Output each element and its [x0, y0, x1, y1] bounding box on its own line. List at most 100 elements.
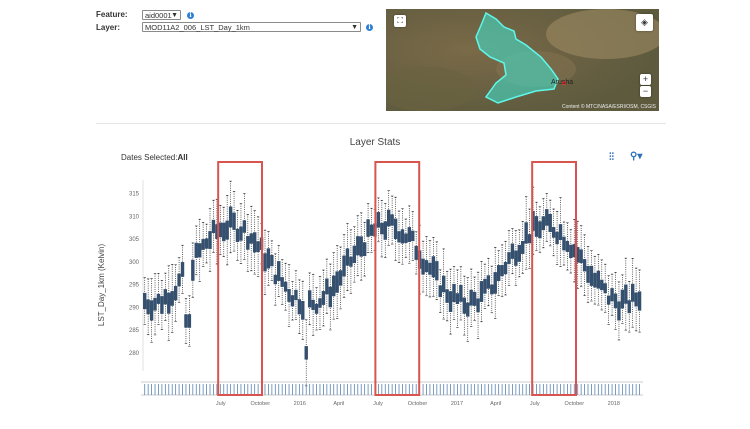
feature-select-value: aid0001	[145, 11, 172, 20]
box-mark	[380, 222, 384, 235]
box-mark	[239, 226, 243, 241]
box-mark	[321, 291, 326, 305]
y-tick-label: 285	[129, 328, 140, 334]
highlight-rect	[531, 161, 577, 396]
box-mark	[479, 281, 484, 302]
box-mark	[610, 288, 614, 302]
box-mark	[170, 291, 174, 306]
box-mark	[287, 289, 291, 302]
box-mark	[338, 270, 343, 286]
zoom-menu-icon[interactable]: ⚲▾	[630, 151, 643, 162]
box-mark	[483, 278, 487, 294]
feature-select[interactable]: aid0001 ▼	[142, 10, 181, 20]
feature-info-icon[interactable]: i	[187, 12, 194, 19]
box-mark	[603, 283, 607, 294]
box-mark	[383, 221, 387, 240]
box-mark	[593, 272, 597, 288]
box-mark	[630, 283, 635, 302]
box-mark	[283, 281, 288, 292]
box-mark	[596, 270, 601, 289]
box-mark	[534, 216, 539, 237]
box-series	[143, 180, 642, 387]
layers-icon[interactable]: ◈	[636, 14, 653, 31]
map-imagery	[386, 9, 659, 111]
box-mark	[421, 258, 425, 275]
box-mark	[180, 262, 185, 277]
box-mark	[204, 238, 209, 249]
box-mark	[606, 295, 611, 305]
box-mark	[565, 240, 570, 252]
y-tick-label: 295	[129, 283, 140, 289]
layer-select[interactable]: MOD11A2_006_LST_Day_1km ▼	[142, 22, 361, 32]
chevron-down-icon: ▼	[351, 24, 358, 31]
box-mark	[634, 292, 638, 307]
box-mark	[369, 224, 374, 236]
box-mark	[438, 285, 442, 298]
box-mark	[555, 231, 559, 245]
layer-info-icon[interactable]: i	[366, 24, 373, 31]
box-mark	[208, 231, 212, 249]
adjust-sliders-icon[interactable]: ⫶⫶	[609, 152, 614, 163]
box-mark	[228, 206, 233, 228]
box-mark	[613, 293, 618, 309]
box-mark	[400, 229, 405, 244]
x-axis: July October 2016 April July October 2017 April…	[216, 401, 620, 407]
box-mark	[551, 227, 556, 238]
zoom-out-button[interactable]: −	[640, 86, 651, 97]
box-mark	[496, 265, 501, 282]
box-mark	[167, 292, 171, 314]
box-mark	[225, 220, 229, 240]
box-mark	[187, 314, 192, 328]
region-polygon[interactable]	[475, 11, 559, 104]
range-navigator[interactable]	[141, 381, 643, 396]
box-mark	[332, 275, 336, 297]
box-mark	[307, 290, 312, 308]
box-mark	[198, 243, 202, 258]
box-mark	[294, 289, 298, 301]
highlight-rect	[374, 161, 421, 396]
box-mark	[218, 222, 223, 238]
box-mark	[345, 248, 350, 266]
box-mark	[527, 234, 532, 244]
box-mark	[246, 235, 250, 250]
box-mark	[397, 231, 401, 243]
box-mark	[600, 279, 604, 291]
zoom-in-button[interactable]: +	[640, 74, 651, 85]
box-mark	[177, 273, 181, 287]
box-mark	[146, 299, 150, 315]
box-mark	[376, 212, 381, 228]
box-mark	[503, 262, 508, 275]
box-mark	[143, 292, 147, 310]
box-mark	[163, 289, 168, 305]
box-mark	[342, 255, 346, 277]
box-mark	[252, 232, 257, 253]
box-mark	[428, 262, 432, 275]
box-mark	[637, 291, 642, 311]
box-mark	[490, 284, 494, 295]
box-mark	[435, 261, 439, 281]
highlight-rect	[217, 161, 263, 396]
box-mark	[545, 209, 549, 226]
box-mark	[514, 250, 518, 266]
x-tick-label: 2018	[608, 401, 620, 407]
box-mark	[500, 265, 504, 277]
satellite-map[interactable]: Arusha Content © MTC/NASA/ESRI/OSM, CSGI…	[386, 9, 659, 111]
box-mark	[538, 221, 542, 239]
fullscreen-icon[interactable]: ⛶	[394, 15, 406, 27]
box-mark	[349, 256, 353, 267]
box-mark	[266, 248, 271, 269]
box-mark	[431, 256, 436, 278]
y-axis-label: LST_Day_1km (Kelvin)	[97, 244, 106, 327]
box-mark	[297, 299, 302, 315]
box-mark	[462, 297, 467, 314]
box-mark	[318, 298, 322, 308]
box-mark	[256, 241, 260, 252]
map-place-label: Arusha	[551, 79, 574, 86]
box-mark	[472, 291, 477, 306]
box-mark	[362, 242, 367, 257]
box-mark	[393, 218, 398, 240]
y-tick-label: 315	[129, 192, 140, 198]
section-divider	[96, 123, 666, 124]
box-mark	[356, 236, 360, 256]
box-mark	[469, 289, 473, 306]
